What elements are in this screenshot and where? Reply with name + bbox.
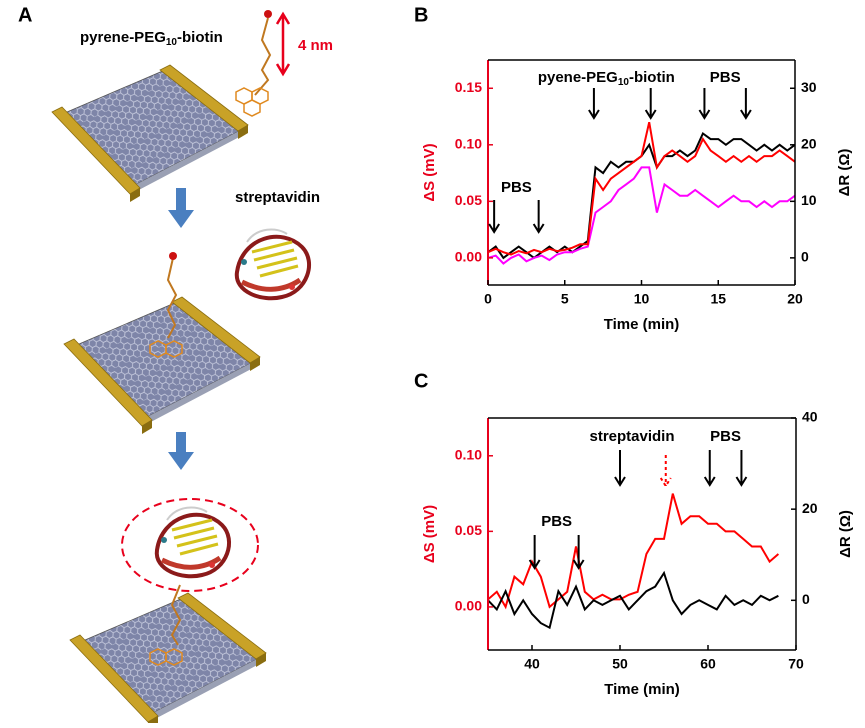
pyrene [149,340,183,358]
y-axis-label: ΔS (mV) [421,505,438,563]
label-part: pyrene-PEG [80,29,166,46]
molecule-label: pyrene-PEG10-biotin [80,29,223,48]
y2-axis-label: ΔR (Ω) [836,149,853,197]
annotation: PBS [710,428,741,445]
y2-tick-label: 30 [801,79,817,95]
annotation-part: pyene-PEG [538,69,618,86]
biotin [264,10,272,18]
y-axis-label: ΔS (mV) [421,143,438,201]
y2-tick-label: 0 [801,249,809,265]
x-tick-label: 10 [634,291,650,307]
x-axis-label: Time (min) [604,316,680,333]
x-tick-label: 40 [524,656,540,672]
protein [237,229,309,298]
x-tick-label: 70 [788,656,804,672]
device [69,592,267,728]
trace [488,166,795,265]
y2-tick-label: 0 [802,591,810,607]
y-tick-label: 0.10 [455,136,482,152]
pyrene [149,648,183,666]
event-arrow [528,535,541,570]
linker [254,17,272,96]
y-tick-label: 0.15 [455,79,482,95]
x-tick-label: 0 [484,291,492,307]
x-tick-label: 20 [787,291,803,307]
annotation-part: -biotin [629,69,675,86]
panel-label: C [414,370,428,392]
biotin [169,252,177,260]
step-arrow [168,432,194,470]
binding-ellipse [121,498,259,592]
y2-tick-label: 20 [801,136,817,152]
step-arrow [168,188,194,228]
label-part: -biotin [177,29,223,46]
event-arrow [614,450,626,487]
event-arrow [703,450,716,487]
event-arrow [735,450,748,487]
annotation: PBS [710,69,741,86]
panel-label: B [414,4,428,26]
x-tick-label: 5 [561,291,569,307]
annotation: streptavidin [589,428,674,445]
length-arrow [275,11,291,77]
event-arrow [488,200,500,234]
y-tick-label: 0.00 [455,249,482,265]
y2-tick-label: 20 [802,500,818,516]
protein-label: streptavidin [235,189,320,206]
event-arrow [644,88,657,120]
panel-label: A [18,4,32,26]
y-tick-label: 0.05 [455,192,482,208]
event-arrow [572,535,585,570]
x-tick-label: 15 [710,291,726,307]
event-arrow [588,88,600,120]
annotation: PBS [501,179,532,196]
trace [488,121,795,256]
y2-axis-label: ΔR (Ω) [837,510,854,558]
linker [170,584,182,646]
schematic: A pyrene-PEG10-biotin 4 nm streptavidin … [18,4,428,728]
event-arrow [659,455,672,488]
label-subscript: 10 [166,37,178,48]
y2-tick-label: 40 [802,409,818,425]
trace [488,493,780,610]
device [51,64,249,203]
pyrene [235,87,269,117]
length-label: 4 nm [298,37,333,54]
y2-tick-label: 10 [801,192,817,208]
x-axis-label: Time (min) [604,681,680,698]
linker [166,257,178,339]
event-arrow [698,88,711,120]
annotation-subscript: 10 [618,77,630,88]
event-arrow [532,200,545,234]
event-arrow [740,88,752,120]
protein [157,507,229,576]
y-tick-label: 0.00 [455,598,482,614]
y-tick-label: 0.05 [455,522,482,538]
annotation: pyene-PEG10-biotin [538,69,675,88]
x-tick-label: 60 [700,656,716,672]
trace [488,570,779,630]
annotation: PBS [541,513,572,530]
x-tick-label: 50 [612,656,628,672]
y-tick-label: 0.10 [455,446,482,462]
device [63,296,261,435]
